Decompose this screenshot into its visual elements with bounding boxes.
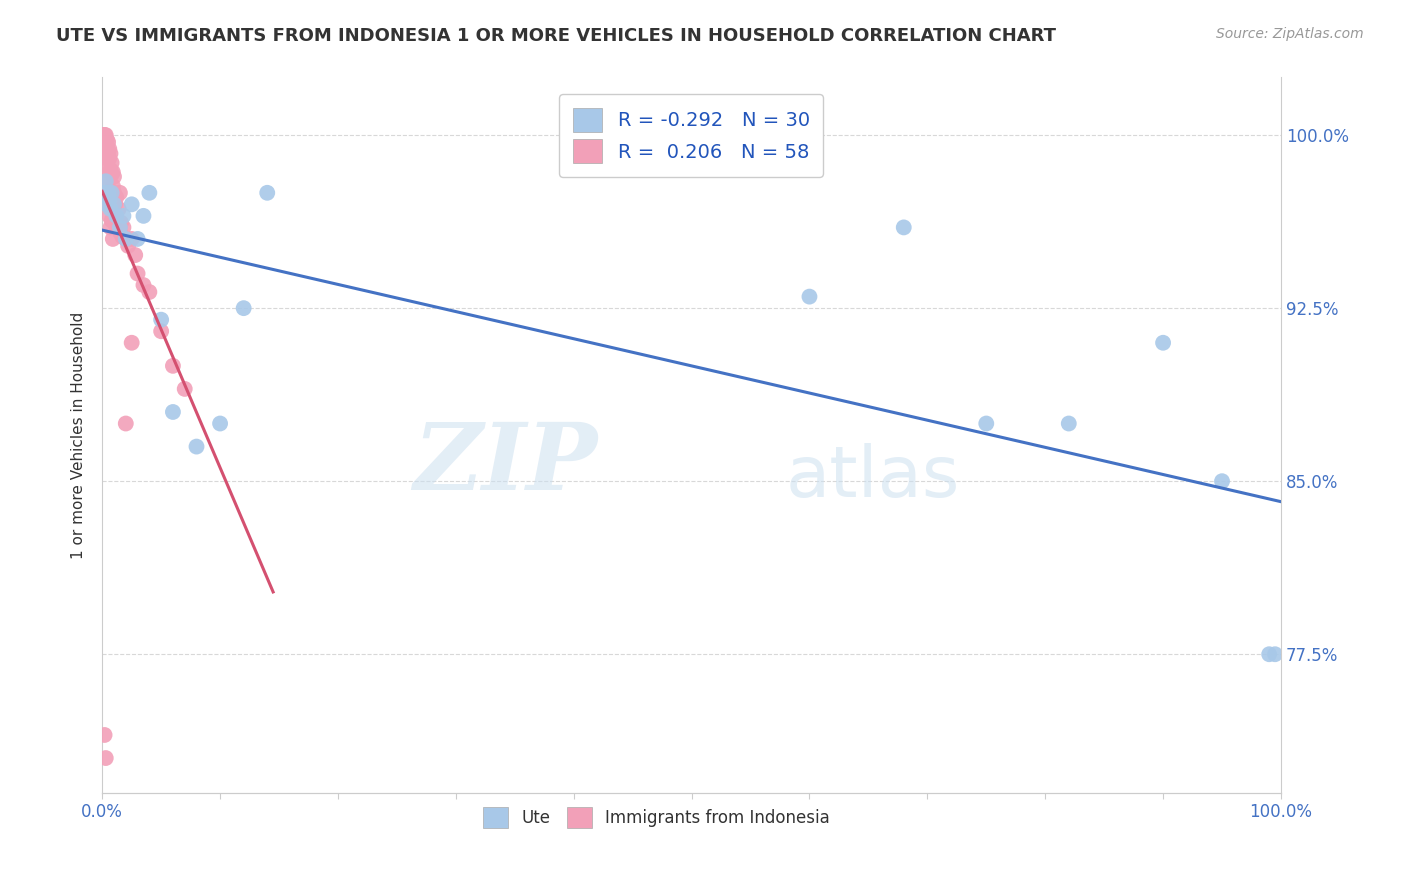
Point xyxy=(100,162,122,177)
Point xyxy=(186,440,208,454)
Point xyxy=(101,178,124,193)
Point xyxy=(132,209,155,223)
Point xyxy=(162,359,184,373)
Point xyxy=(103,197,125,211)
Text: UTE VS IMMIGRANTS FROM INDONESIA 1 OR MORE VEHICLES IN HOUSEHOLD CORRELATION CHA: UTE VS IMMIGRANTS FROM INDONESIA 1 OR MO… xyxy=(56,27,1056,45)
Point xyxy=(1057,417,1080,431)
Text: atlas: atlas xyxy=(786,443,960,513)
Point xyxy=(100,197,122,211)
Point xyxy=(93,728,115,742)
Point xyxy=(108,225,131,239)
Point xyxy=(94,128,117,142)
Point xyxy=(103,186,125,200)
Legend: Ute, Immigrants from Indonesia: Ute, Immigrants from Indonesia xyxy=(477,801,837,834)
Point xyxy=(150,312,173,326)
Point xyxy=(114,232,136,246)
Point xyxy=(98,193,121,207)
Point xyxy=(1264,647,1286,661)
Point xyxy=(108,220,131,235)
Point xyxy=(110,216,132,230)
Point xyxy=(138,285,160,299)
Point xyxy=(100,213,122,227)
Point xyxy=(114,232,136,246)
Point xyxy=(105,209,128,223)
Point xyxy=(97,186,120,200)
Point xyxy=(96,139,118,153)
Point xyxy=(94,151,117,165)
Point xyxy=(93,128,115,142)
Point xyxy=(127,267,149,281)
Point xyxy=(893,220,915,235)
Point xyxy=(101,165,124,179)
Point xyxy=(111,229,134,244)
Point xyxy=(98,151,121,165)
Point xyxy=(97,174,120,188)
Point xyxy=(100,167,122,181)
Point xyxy=(127,232,149,246)
Point xyxy=(103,209,125,223)
Text: Source: ZipAtlas.com: Source: ZipAtlas.com xyxy=(1216,27,1364,41)
Point xyxy=(94,135,117,149)
Point xyxy=(1152,335,1174,350)
Point xyxy=(93,186,115,200)
Point xyxy=(132,278,155,293)
Point xyxy=(103,169,125,184)
Point xyxy=(108,220,131,235)
Point xyxy=(138,186,160,200)
Point xyxy=(117,239,139,253)
Point xyxy=(108,186,131,200)
Point xyxy=(97,145,120,159)
Point xyxy=(114,417,136,431)
Point xyxy=(103,202,125,216)
Point xyxy=(98,142,121,156)
Point xyxy=(799,290,821,304)
Text: ZIP: ZIP xyxy=(413,418,598,508)
Point xyxy=(94,751,117,765)
Point xyxy=(96,197,118,211)
Point xyxy=(100,202,122,216)
Point xyxy=(107,202,129,216)
Point xyxy=(974,417,997,431)
Point xyxy=(97,190,120,204)
Point xyxy=(150,324,173,338)
Point xyxy=(1211,474,1233,488)
Point xyxy=(94,197,117,211)
Point xyxy=(112,220,135,235)
Point xyxy=(93,128,115,142)
Point xyxy=(101,232,124,246)
Point xyxy=(93,128,115,142)
Point xyxy=(256,186,278,200)
Point xyxy=(98,209,121,223)
Y-axis label: 1 or more Vehicles in Household: 1 or more Vehicles in Household xyxy=(72,311,86,558)
Point xyxy=(121,197,143,211)
Point xyxy=(209,417,232,431)
Point xyxy=(173,382,195,396)
Point xyxy=(100,186,122,200)
Point xyxy=(232,301,254,315)
Point xyxy=(121,232,143,246)
Point xyxy=(124,248,146,262)
Point xyxy=(93,133,115,147)
Point xyxy=(100,220,122,235)
Point xyxy=(112,209,135,223)
Point xyxy=(105,220,128,235)
Point xyxy=(121,335,143,350)
Point xyxy=(1258,647,1281,661)
Point xyxy=(100,146,122,161)
Point xyxy=(96,162,118,177)
Point xyxy=(93,128,115,142)
Point xyxy=(104,197,127,211)
Point xyxy=(162,405,184,419)
Point xyxy=(100,156,122,170)
Point xyxy=(96,133,118,147)
Point xyxy=(97,135,120,149)
Point xyxy=(94,174,117,188)
Point xyxy=(107,216,129,230)
Point xyxy=(105,190,128,204)
